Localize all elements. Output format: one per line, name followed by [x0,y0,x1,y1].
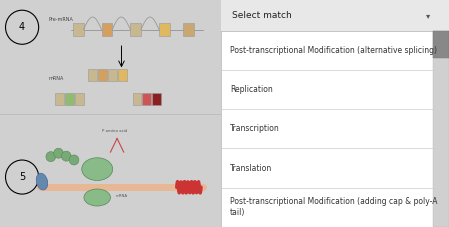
Text: Translation: Translation [230,164,272,173]
FancyBboxPatch shape [132,93,141,105]
FancyBboxPatch shape [65,93,74,105]
Ellipse shape [36,173,48,190]
FancyBboxPatch shape [433,31,449,58]
Text: Transcription: Transcription [230,124,280,133]
FancyBboxPatch shape [98,69,107,81]
Text: 4: 4 [19,22,25,32]
Circle shape [54,148,63,158]
Text: ▾: ▾ [427,11,431,20]
FancyBboxPatch shape [142,93,151,105]
Text: Replication: Replication [230,85,273,94]
FancyBboxPatch shape [152,93,161,105]
Text: Post-transcriptional Modification (adding cap & poly-A
tail): Post-transcriptional Modification (addin… [230,197,437,217]
FancyBboxPatch shape [183,23,194,36]
Text: Post-transcriptional Modification (alternative splicing): Post-transcriptional Modification (alter… [230,46,437,55]
Text: Pre-mRNA: Pre-mRNA [48,17,74,22]
FancyBboxPatch shape [221,0,449,227]
Circle shape [46,152,56,162]
FancyBboxPatch shape [221,0,449,31]
FancyBboxPatch shape [55,93,64,105]
FancyBboxPatch shape [159,23,170,36]
Text: 5: 5 [19,172,25,182]
FancyBboxPatch shape [75,93,84,105]
Ellipse shape [82,158,113,180]
FancyBboxPatch shape [118,69,127,81]
FancyBboxPatch shape [73,23,84,36]
FancyBboxPatch shape [108,69,117,81]
FancyBboxPatch shape [130,23,141,36]
FancyBboxPatch shape [433,31,449,227]
Ellipse shape [84,189,110,206]
Text: mRNA: mRNA [48,76,64,81]
Text: Select match: Select match [232,11,292,20]
Circle shape [69,155,79,165]
Circle shape [62,151,71,161]
Text: mRNA: mRNA [115,194,128,198]
FancyBboxPatch shape [88,69,97,81]
Text: P amino acid: P amino acid [102,129,128,133]
FancyBboxPatch shape [101,23,112,36]
